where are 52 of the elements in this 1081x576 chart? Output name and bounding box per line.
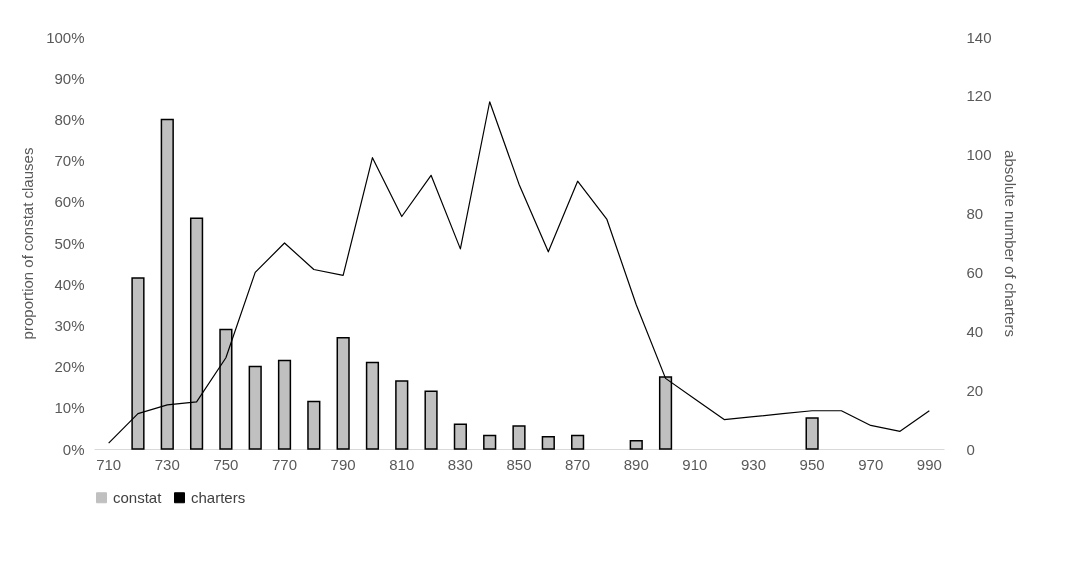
- bar: [395, 380, 409, 450]
- x-tick-label: 750: [213, 455, 239, 473]
- y-tick-label: 100%: [46, 28, 85, 46]
- y-tick-label: 90%: [54, 69, 85, 87]
- bar: [541, 435, 555, 450]
- y2-axis-title: absolute number of charters: [1001, 150, 1019, 337]
- x-tick-label: 830: [447, 455, 473, 473]
- bar: [277, 359, 292, 450]
- x-tick-label: 850: [506, 455, 532, 473]
- y-axis-title: proportion of constat clauses: [19, 147, 37, 340]
- bar: [805, 417, 819, 450]
- bar: [512, 425, 526, 450]
- y-tick-label: 10%: [54, 399, 85, 417]
- x-tick-label: 810: [389, 455, 415, 473]
- y2-tick-label: 100: [966, 146, 992, 164]
- y2-tick-label: 140: [966, 28, 992, 46]
- x-tick-label: 950: [799, 455, 825, 473]
- bar: [453, 423, 467, 450]
- x-tick-label: 710: [96, 455, 122, 473]
- x-tick-label: 870: [565, 455, 591, 473]
- y2-tick-label: 60: [966, 263, 984, 281]
- x-tick-label: 890: [623, 455, 649, 473]
- x-tick-label: 790: [330, 455, 356, 473]
- y-tick-label: 50%: [54, 234, 85, 252]
- legend-label: charters: [191, 488, 246, 506]
- x-tick-label: 730: [154, 455, 180, 473]
- y-tick-label: 0%: [62, 440, 85, 458]
- y-tick-label: 70%: [54, 152, 85, 170]
- bar: [424, 390, 438, 450]
- legend-label: constat: [113, 488, 163, 506]
- y2-tick-label: 120: [966, 87, 992, 105]
- y-tick-label: 80%: [54, 110, 85, 128]
- y2-tick-label: 40: [966, 322, 984, 340]
- y-tick-label: 20%: [54, 358, 85, 376]
- y-tick-label: 40%: [54, 275, 85, 293]
- bar: [365, 361, 380, 450]
- y2-tick-label: 80: [966, 205, 984, 223]
- x-tick-label: 930: [740, 455, 766, 473]
- y-tick-label: 60%: [54, 193, 85, 211]
- bar: [571, 434, 585, 450]
- x-tick-label: 970: [858, 455, 884, 473]
- bar: [248, 365, 262, 450]
- bar: [336, 337, 350, 450]
- bar: [483, 434, 497, 450]
- x-tick-label: 910: [682, 455, 708, 473]
- x-tick-label: 770: [272, 455, 298, 473]
- bar: [307, 400, 321, 450]
- y2-tick-label: 0: [966, 440, 975, 458]
- x-tick-label: 990: [916, 455, 942, 473]
- y-tick-label: 30%: [54, 316, 85, 334]
- bar: [629, 440, 643, 450]
- y2-tick-label: 20: [966, 381, 984, 399]
